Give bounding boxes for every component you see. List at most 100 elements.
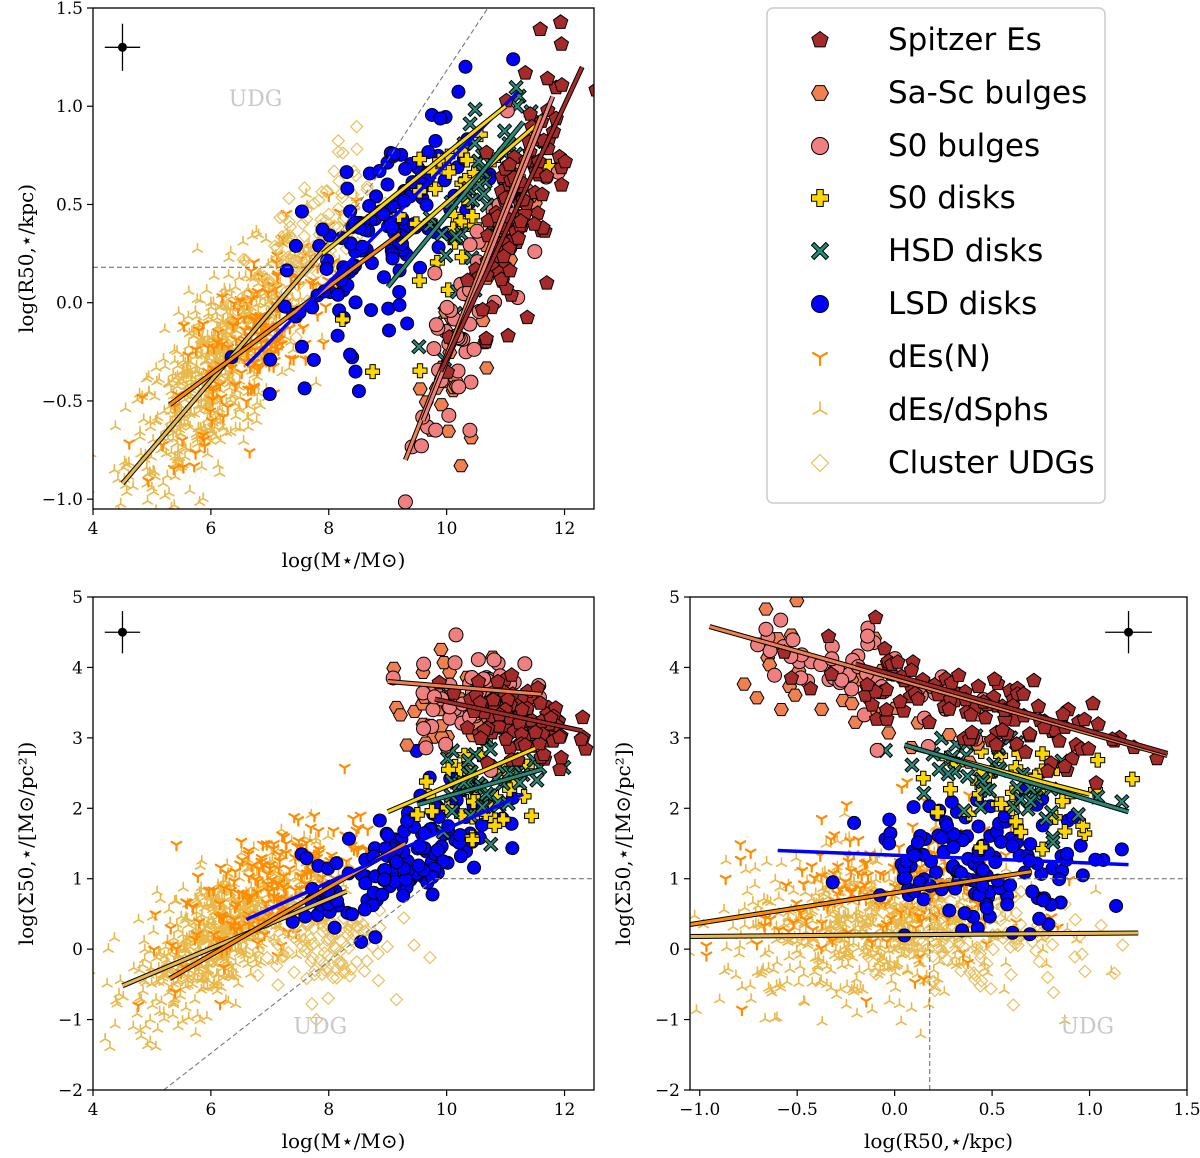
data-point [141,494,154,505]
data-point [820,628,837,643]
y-tick-label: −2 [655,1081,680,1101]
data-point [433,642,449,656]
y-axis-label: log(R50,⋆/kpc) [14,184,38,333]
data-point [1115,938,1130,952]
data-point [240,397,253,408]
data-point [253,363,266,375]
data-point [280,885,292,896]
data-point [369,189,384,204]
data-point [375,887,390,902]
data-point [177,463,190,474]
data-point [690,909,701,920]
data-point [976,938,991,952]
data-point [279,263,294,278]
data-point [132,1001,145,1013]
data-point [213,899,226,911]
data-point [825,875,840,890]
data-point [216,911,229,922]
data-point [773,612,789,628]
data-point [551,728,568,744]
data-point [175,910,187,921]
data-point [180,442,192,453]
y-axis-label: log(Σ50,⋆/[M⊙/pc²]) [14,742,38,946]
legend-markers [810,30,830,473]
panel-top-left: UDG 4 6 8 10 12 −1.0 −0.5 0.0 0.5 1.0 1.5 log(M⋆/M⊙)… [14,0,595,572]
data-point [229,381,242,392]
data-point [214,863,227,875]
data-point [820,837,832,848]
data-point [881,726,897,740]
data-point [182,310,194,321]
data-point [852,903,864,914]
data-point [467,101,483,118]
data-point [273,210,287,225]
data-point [241,302,255,316]
legend-label-dsph: dEs/dSphs [888,392,1049,428]
fit-line-stroke [245,91,519,367]
data-point [986,942,1000,957]
data-point [798,968,810,978]
data-point [361,825,374,837]
data-point [553,749,569,765]
legend-label-sasc: Sa-Sc bulges [888,75,1087,111]
data-point [501,156,518,172]
data-point [176,436,189,447]
data-point [194,1014,206,1024]
data-point [974,974,989,988]
data-point [1005,839,1020,854]
data-point [230,968,242,979]
data-point [297,323,310,335]
data-point [412,363,428,379]
data-point [413,260,428,275]
data-point [327,920,342,935]
axes-frame [92,7,595,510]
data-point [297,944,312,959]
data-point [718,965,731,976]
data-point [1003,940,1018,955]
legend-marker-s0d [811,189,829,207]
data-point [230,410,242,421]
fit-line-stroke [439,66,584,373]
data-point [178,416,191,427]
data-point [357,964,372,979]
data-point [224,394,237,404]
data-point [830,943,842,954]
data-point [207,387,219,398]
legend-marker-hsd [810,241,830,261]
data-point [844,681,860,697]
data-point [458,59,473,74]
data-point [479,361,495,375]
data-point [1000,862,1012,873]
data-point [890,653,906,669]
data-point [1077,826,1093,842]
data-point [869,967,883,981]
data-point [527,244,543,260]
data-point [329,856,344,871]
data-point [938,985,950,996]
data-point [854,884,867,895]
data-point [317,963,332,977]
data-point [223,252,235,262]
data-point [108,931,121,942]
data-point [233,292,248,306]
data-point [177,937,190,947]
data-point [750,918,762,929]
data-point [119,455,131,466]
y-tick-label: 1 [669,870,680,890]
data-point [977,781,993,797]
data-point [330,328,345,343]
data-point [114,974,126,985]
x-tick-label: 12 [554,519,576,539]
data-point [348,295,363,310]
data-point [396,888,411,903]
data-point [397,494,413,509]
data-point [271,894,283,905]
data-point [188,330,200,340]
data-point [144,415,156,426]
data-point [762,961,775,972]
data-point [878,701,895,717]
data-point [1124,771,1140,787]
guide-line [316,8,489,268]
error-bar [104,611,141,654]
data-point [218,883,231,895]
